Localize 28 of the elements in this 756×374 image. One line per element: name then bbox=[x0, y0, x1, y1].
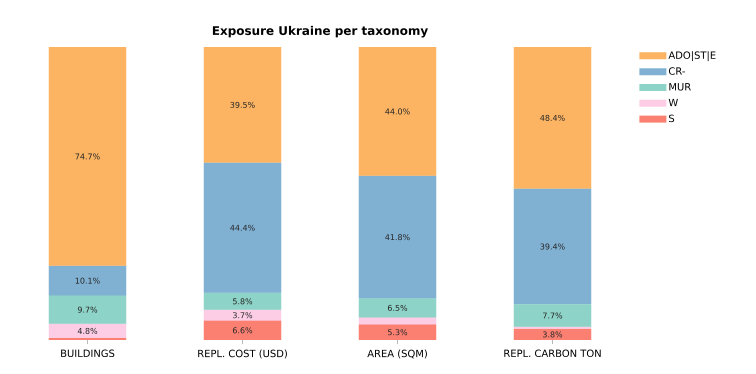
x-tick-label: REPL. COST (USD) bbox=[198, 350, 287, 358]
x-tick-label: BUILDINGS bbox=[61, 350, 114, 358]
legend-label: MUR bbox=[669, 83, 691, 91]
bar bbox=[358, 298, 436, 318]
bar bbox=[48, 324, 126, 338]
bar bbox=[514, 328, 592, 340]
bar bbox=[358, 176, 436, 298]
chart-title: Exposure Ukraine per taxonomy bbox=[212, 26, 428, 38]
legend-label: W bbox=[668, 98, 678, 106]
bar bbox=[204, 46, 282, 163]
bar bbox=[358, 317, 436, 324]
bar bbox=[358, 324, 436, 340]
bar bbox=[48, 295, 126, 324]
bar bbox=[514, 46, 592, 189]
bar bbox=[48, 266, 126, 296]
legend-label: CR- bbox=[668, 67, 685, 75]
bar bbox=[358, 46, 436, 176]
bar bbox=[514, 304, 592, 327]
bar bbox=[48, 46, 126, 266]
bar bbox=[204, 320, 282, 340]
legend-label: S bbox=[669, 114, 674, 122]
x-tick-label: REPL. CARBON TON bbox=[504, 350, 601, 358]
bar bbox=[514, 188, 592, 304]
bar bbox=[204, 310, 282, 321]
x-tick-label: AREA (SQM) bbox=[367, 350, 427, 358]
bar bbox=[204, 162, 282, 293]
bar bbox=[204, 292, 282, 310]
legend-label: ADO|ST|E bbox=[668, 51, 716, 62]
